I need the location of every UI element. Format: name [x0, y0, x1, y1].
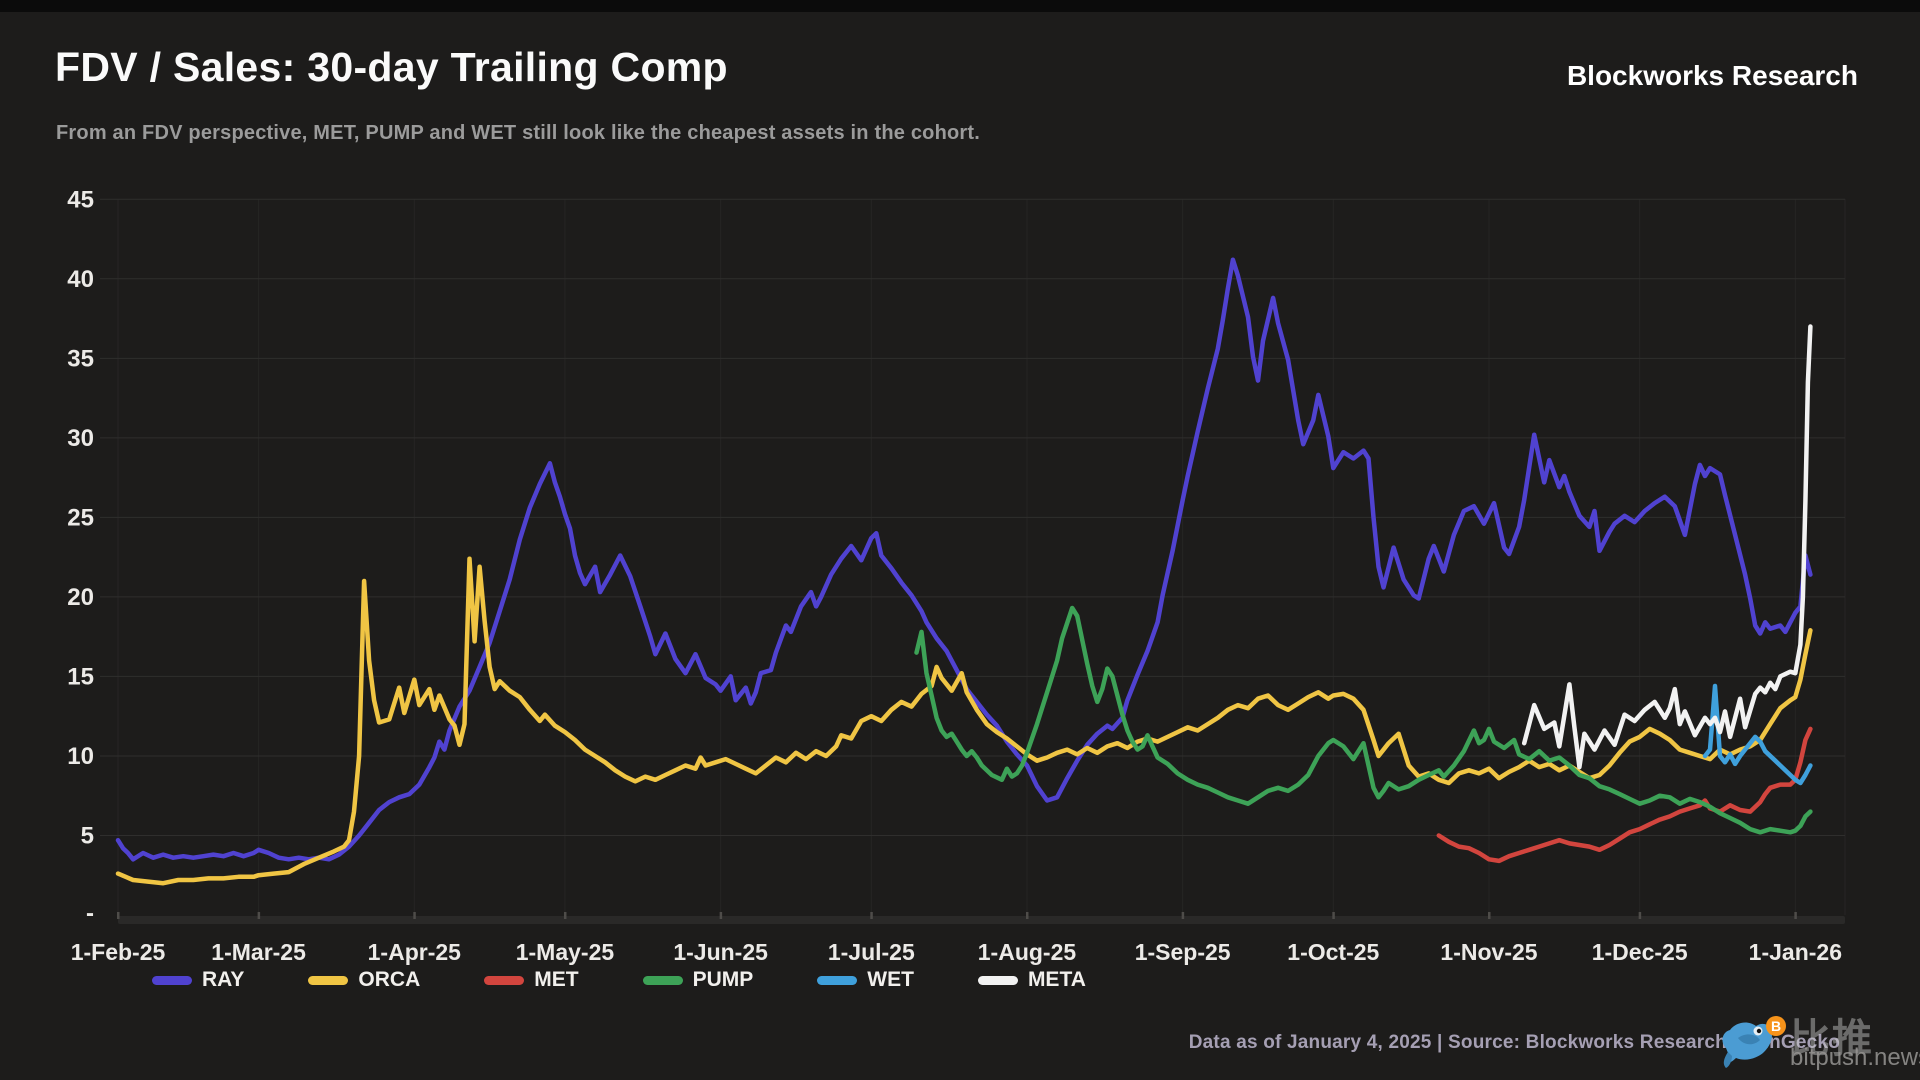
x-tick-label: 1-Nov-25 — [1440, 939, 1537, 965]
x-tick-label: 1-May-25 — [516, 939, 615, 965]
x-tick-label: 1-Jun-25 — [673, 939, 768, 965]
legend-item-met: MET — [484, 968, 579, 992]
series-line-wet — [1702, 683, 1813, 786]
chart-legend: RAY ORCA MET PUMP WET META — [152, 968, 1086, 992]
svg-text:10: 10 — [67, 743, 94, 770]
svg-text:5: 5 — [81, 822, 94, 849]
x-tick-label: 1-Mar-25 — [211, 939, 306, 965]
legend-swatch-met — [484, 975, 525, 985]
series-line-ray — [115, 257, 1813, 862]
svg-text:35: 35 — [67, 345, 94, 372]
legend-label: MET — [534, 968, 579, 991]
legend-swatch-wet — [817, 975, 858, 985]
x-tick-label: 1-Dec-25 — [1592, 939, 1688, 965]
watermark-cjk-text: 比推 — [1790, 1017, 1874, 1061]
x-tick-label: 1-Jul-25 — [828, 939, 915, 965]
series-line-pump — [914, 605, 1813, 835]
x-tick-label: 1-Oct-25 — [1287, 939, 1379, 965]
source-note: Data as of January 4, 2025 | Source: Blo… — [1188, 1032, 1840, 1053]
svg-text:40: 40 — [67, 266, 94, 293]
svg-text:45: 45 — [67, 186, 94, 213]
legend-swatch-ray — [152, 975, 192, 985]
x-tick-label: 1-Apr-25 — [368, 939, 462, 965]
svg-text:25: 25 — [67, 504, 94, 531]
x-tick-label: 1-Jan-26 — [1749, 939, 1842, 965]
x-tick-label: 1-Sep-25 — [1135, 939, 1231, 965]
legend-swatch-pump — [642, 975, 683, 985]
bitcoin-badge-icon — [1766, 1016, 1786, 1036]
watermark: B 比推 bitpush.news — [1700, 1000, 1920, 1080]
page-title: FDV / Sales: 30-day Trailing Comp — [55, 44, 728, 90]
legend-swatch-meta — [977, 975, 1018, 985]
svg-text:20: 20 — [67, 584, 94, 611]
top-border-strip — [0, 0, 1920, 12]
series-line-met — [1436, 726, 1813, 864]
legend-label: ORCA — [358, 968, 421, 991]
x-tick-label: 1-Aug-25 — [978, 939, 1077, 965]
x-tick-label: 1-Feb-25 — [71, 939, 166, 965]
svg-text:15: 15 — [67, 663, 94, 690]
legend-label: RAY — [202, 968, 245, 991]
legend-item-meta: META — [977, 968, 1086, 992]
twitter-bird-icon: B — [1722, 1016, 1786, 1068]
legend-swatch-orca — [308, 975, 349, 985]
chart-subtitle: From an FDV perspective, MET, PUMP and W… — [56, 122, 981, 144]
legend-label: PUMP — [692, 968, 754, 991]
legend-item-pump: PUMP — [642, 968, 754, 992]
svg-text:30: 30 — [67, 425, 94, 452]
legend-item-orca: ORCA — [308, 968, 420, 992]
legend-item-ray: RAY — [152, 968, 244, 992]
legend-label: META — [1027, 968, 1086, 991]
legend-item-wet: WET — [817, 968, 914, 992]
series-line-orca — [115, 556, 1813, 886]
watermark-domain: bitpush.news — [1790, 1044, 1920, 1071]
svg-text:-: - — [86, 900, 94, 927]
brand-logo: Blockworks Research — [1566, 60, 1858, 91]
series-line-meta — [1521, 324, 1813, 770]
svg-text:B: B — [1771, 1018, 1781, 1034]
legend-label: WET — [867, 968, 914, 991]
